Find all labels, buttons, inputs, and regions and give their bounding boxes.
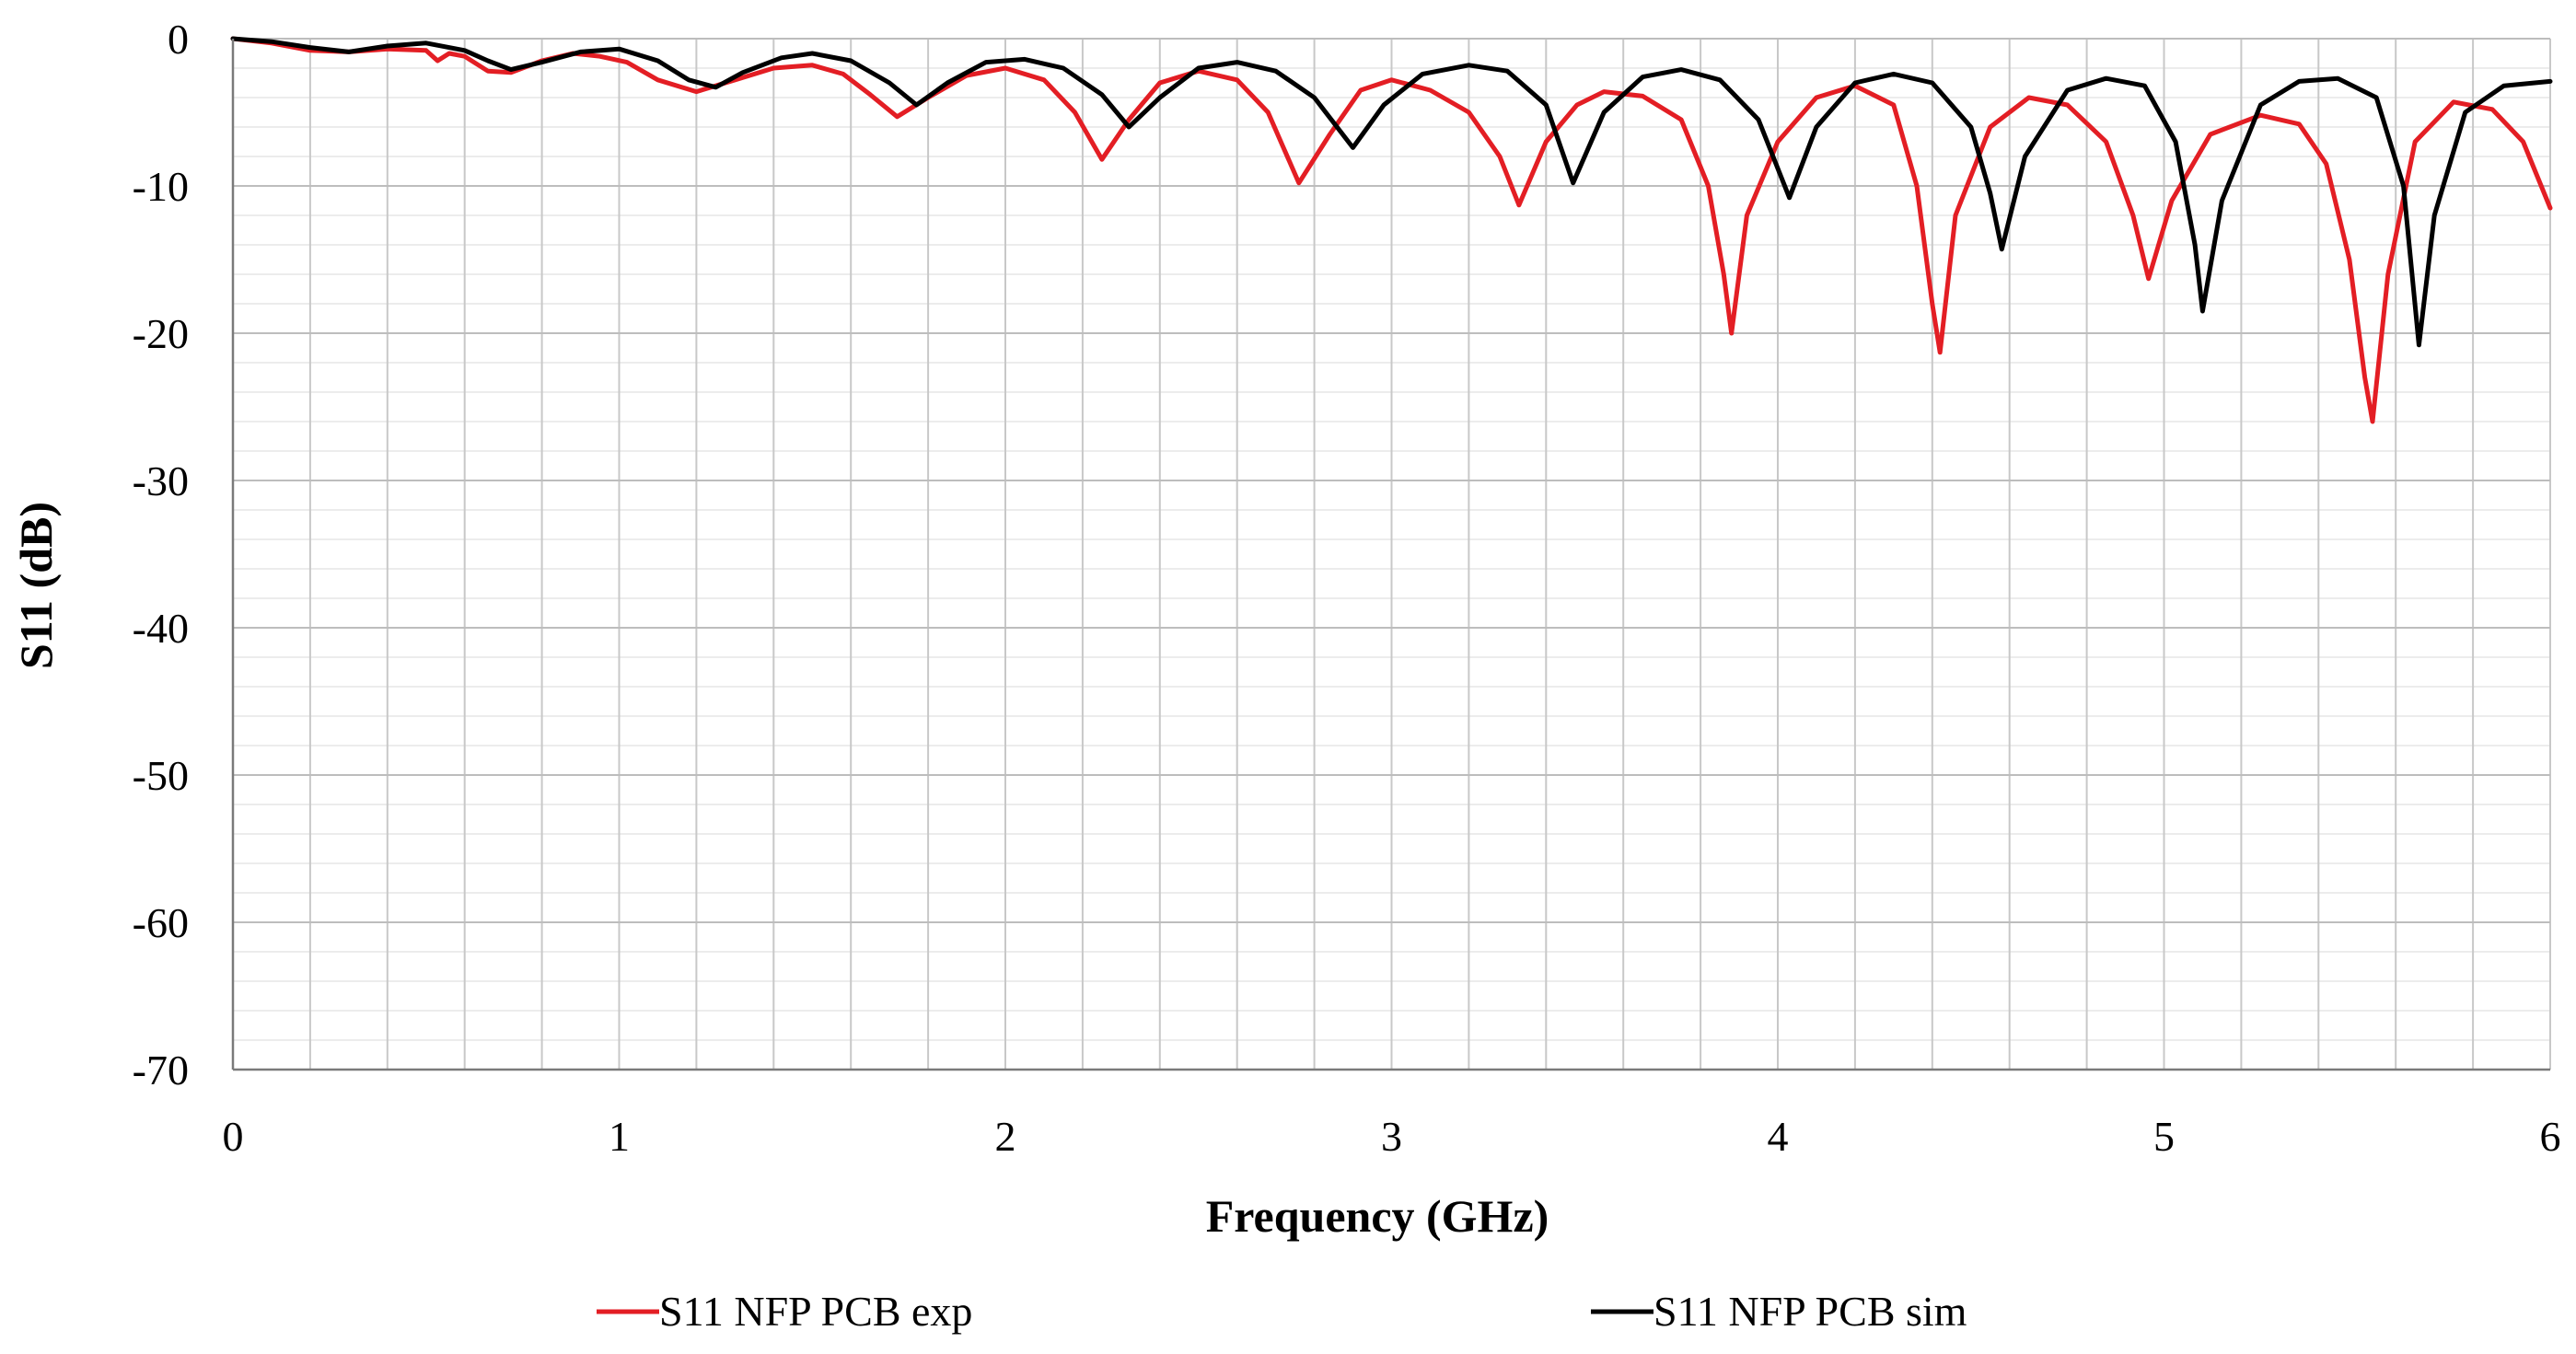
x-tick-label: 2	[995, 1113, 1016, 1160]
y-tick-label: -10	[133, 163, 189, 210]
x-tick-label: 3	[1381, 1113, 1402, 1160]
y-tick-label: -70	[133, 1047, 189, 1094]
y-tick-label: -40	[133, 605, 189, 652]
y-tick-label: -60	[133, 899, 189, 946]
x-tick-labels: 0 1 2 3 4 5 6	[223, 1113, 2561, 1160]
x-tick-label: 1	[609, 1113, 630, 1160]
legend-label-exp: S11 NFP PCB exp	[659, 1288, 972, 1335]
legend: S11 NFP PCB exp S11 NFP PCB sim	[597, 1288, 1967, 1335]
y-axis-title: S11 (dB)	[10, 502, 62, 669]
y-tick-label: -30	[133, 457, 189, 504]
major-grid	[233, 38, 2551, 1070]
series-line-sim	[230, 36, 2553, 348]
x-axis-title: Frequency (GHz)	[1206, 1190, 1549, 1242]
y-tick-label: -20	[133, 310, 189, 357]
y-tick-label: -50	[133, 752, 189, 799]
x-tick-label: 4	[1768, 1113, 1789, 1160]
y-tick-label: 0	[168, 16, 189, 63]
legend-label-sim: S11 NFP PCB sim	[1654, 1288, 1967, 1335]
x-tick-label: 6	[2540, 1113, 2561, 1160]
x-tick-label: 0	[223, 1113, 244, 1160]
y-tick-labels: 0 -10 -20 -30 -40 -50 -60 -70	[133, 16, 189, 1094]
series-line-exp	[230, 36, 2553, 424]
series-lines	[230, 36, 2553, 424]
x-tick-label: 5	[2153, 1113, 2175, 1160]
